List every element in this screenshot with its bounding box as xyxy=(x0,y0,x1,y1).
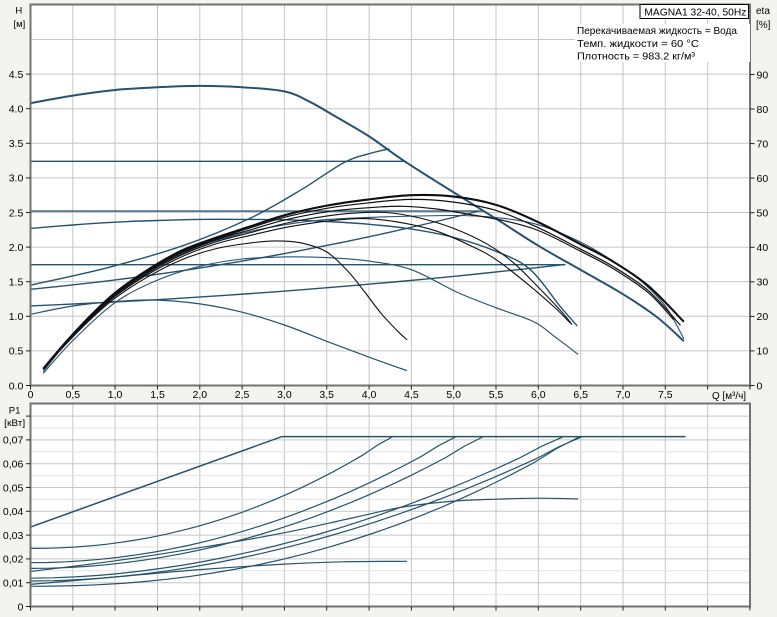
svg-text:0.0: 0.0 xyxy=(9,380,24,392)
svg-text:70: 70 xyxy=(757,138,769,150)
svg-text:60: 60 xyxy=(757,173,769,185)
svg-text:[кВт]: [кВт] xyxy=(4,418,25,428)
svg-text:0: 0 xyxy=(17,601,23,613)
svg-text:30: 30 xyxy=(757,277,769,289)
svg-text:2.5: 2.5 xyxy=(9,207,24,219)
svg-text:1.0: 1.0 xyxy=(9,311,24,323)
svg-text:H: H xyxy=(15,6,22,17)
svg-text:0,5: 0,5 xyxy=(65,389,80,401)
svg-text:0,06: 0,06 xyxy=(3,459,24,471)
svg-text:5,0: 5,0 xyxy=(446,389,461,401)
svg-text:3.0: 3.0 xyxy=(9,173,24,185)
svg-text:4.5: 4.5 xyxy=(9,69,24,81)
svg-text:10: 10 xyxy=(757,346,769,358)
svg-text:7,5: 7,5 xyxy=(658,389,673,401)
svg-text:0,02: 0,02 xyxy=(3,554,24,566)
svg-text:0: 0 xyxy=(28,389,34,401)
svg-text:Q [м³/ч]: Q [м³/ч] xyxy=(712,390,746,402)
svg-text:6,0: 6,0 xyxy=(531,389,546,401)
svg-text:1,0: 1,0 xyxy=(108,389,123,401)
svg-text:MAGNA1 32-40, 50Hz: MAGNA1 32-40, 50Hz xyxy=(644,7,746,19)
svg-text:4,0: 4,0 xyxy=(362,389,377,401)
svg-text:50: 50 xyxy=(757,208,769,220)
svg-text:Темп. жидкости = 60 °C: Темп. жидкости = 60 °C xyxy=(577,38,699,50)
svg-text:[%]: [%] xyxy=(756,20,771,31)
svg-text:5,5: 5,5 xyxy=(489,389,504,401)
svg-text:Перекачиваемая жидкость = Вода: Перекачиваемая жидкость = Вода xyxy=(577,25,737,37)
svg-text:[м]: [м] xyxy=(13,19,25,30)
svg-text:90: 90 xyxy=(757,69,769,81)
svg-text:P1: P1 xyxy=(9,406,21,417)
svg-text:1,5: 1,5 xyxy=(150,389,165,401)
svg-text:0.5: 0.5 xyxy=(9,346,24,358)
svg-text:1.5: 1.5 xyxy=(9,277,24,289)
svg-text:0,04: 0,04 xyxy=(3,506,24,518)
svg-text:7,0: 7,0 xyxy=(616,389,631,401)
svg-text:2,5: 2,5 xyxy=(235,389,250,401)
svg-text:80: 80 xyxy=(757,104,769,116)
svg-text:3,5: 3,5 xyxy=(319,389,334,401)
svg-text:eta: eta xyxy=(756,6,770,17)
svg-text:2,0: 2,0 xyxy=(192,389,207,401)
svg-text:4.0: 4.0 xyxy=(9,104,24,116)
svg-text:3,0: 3,0 xyxy=(277,389,292,401)
svg-text:0,03: 0,03 xyxy=(3,530,24,542)
svg-text:2.0: 2.0 xyxy=(9,242,24,254)
svg-text:0: 0 xyxy=(757,380,763,392)
svg-text:20: 20 xyxy=(757,311,769,323)
svg-text:Плотность = 983.2 кг/м³: Плотность = 983.2 кг/м³ xyxy=(577,50,696,62)
svg-text:4,5: 4,5 xyxy=(404,389,419,401)
svg-text:0,01: 0,01 xyxy=(3,578,24,590)
svg-text:6,5: 6,5 xyxy=(573,389,588,401)
svg-text:0,05: 0,05 xyxy=(3,482,24,494)
svg-text:3.5: 3.5 xyxy=(9,138,24,150)
svg-text:40: 40 xyxy=(757,242,769,254)
svg-text:0,07: 0,07 xyxy=(3,435,24,447)
